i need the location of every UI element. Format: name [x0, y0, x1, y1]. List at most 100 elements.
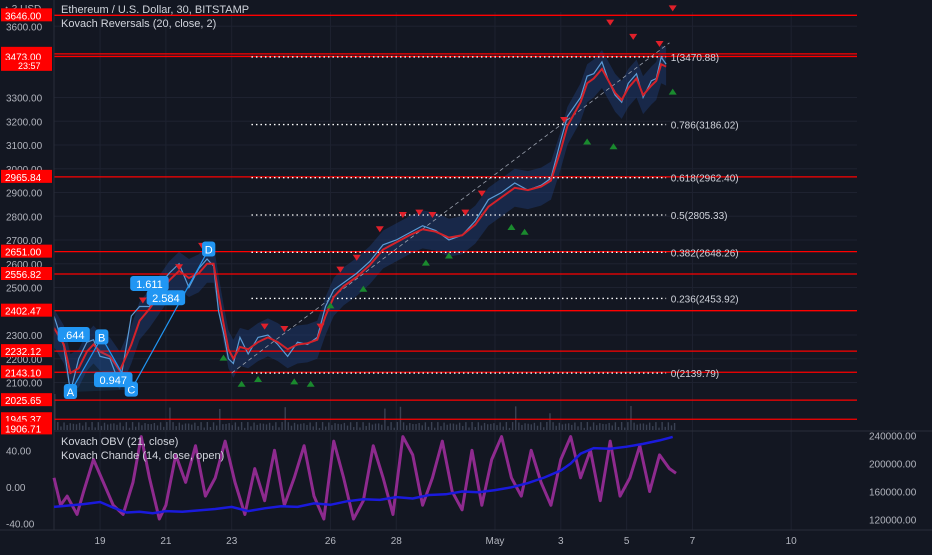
obv-tick-label: 200000.00 [869, 460, 917, 471]
volume-bar [437, 422, 439, 430]
volume-bar [144, 423, 146, 430]
volume-bar [589, 426, 592, 430]
volume-bar [82, 425, 84, 430]
volume-bar [287, 422, 290, 430]
volume-bar [390, 422, 392, 430]
buy-marker [326, 302, 335, 309]
volume-bar [147, 423, 149, 430]
volume-bar [125, 422, 128, 430]
volume-bar [69, 423, 71, 430]
volume-bar [106, 424, 109, 430]
obv-tick-label: 160000.00 [869, 488, 917, 499]
price-level-badge [1, 49, 52, 63]
volume-bar [138, 422, 140, 430]
wave-label: A [67, 387, 75, 399]
volume-bar [166, 422, 168, 430]
volume-bar [418, 423, 420, 430]
volume-bar [72, 423, 75, 430]
volume-bar [620, 422, 623, 430]
volume-bar [256, 424, 258, 430]
volume-bar [661, 422, 663, 430]
volume-bar [91, 422, 93, 430]
volume-bar [128, 427, 131, 430]
volume-bar [605, 424, 607, 430]
volume-bar [449, 423, 452, 430]
wave-label: C [127, 385, 135, 397]
volume-bar [122, 426, 124, 430]
volume-bar [486, 424, 489, 430]
wave-label: 0.947 [99, 375, 127, 387]
volume-bar [465, 422, 467, 430]
volume-bar [228, 423, 230, 430]
volume-bar [293, 422, 296, 430]
volume-bar [318, 427, 321, 430]
volume-bar [636, 424, 638, 430]
volume-bar [499, 422, 501, 430]
price-level-badge [1, 344, 52, 358]
volume-bar [178, 422, 180, 430]
sell-marker [606, 19, 615, 26]
sell-marker [461, 209, 470, 216]
volume-bar [100, 425, 103, 430]
volume-bar [571, 424, 573, 430]
volume-bar [533, 422, 536, 430]
fib-trend-line [231, 42, 670, 374]
fib-level-label: 0.236(2453.92) [671, 294, 739, 305]
volume-bar [521, 424, 523, 430]
volume-bar [94, 427, 96, 430]
price-level-badge-label: 2965.84 [5, 173, 42, 184]
volume-bar [265, 424, 268, 430]
price-tick-label: 2700.00 [6, 236, 43, 247]
volume-bar [664, 426, 666, 430]
wave-label-box [93, 372, 133, 388]
sell-marker [415, 209, 424, 216]
volume-bar [343, 422, 346, 430]
wave-label: 2.584 [152, 293, 180, 305]
volume-bar [103, 422, 106, 430]
sell-marker [629, 33, 638, 40]
volume-bar [116, 424, 118, 430]
price-level-badge [1, 8, 52, 22]
volume-bar [353, 427, 355, 430]
volume-bar [443, 422, 445, 430]
volume-bar [611, 425, 613, 430]
volume-bar [159, 422, 162, 430]
volume-bar [511, 422, 514, 430]
volume-bar [630, 405, 632, 430]
volume-bar [85, 422, 87, 430]
sell-marker [175, 264, 184, 271]
volume-bar [237, 426, 240, 430]
buy-marker [507, 224, 516, 230]
wave-label-box [63, 384, 78, 399]
volume-bar [57, 422, 59, 430]
volume-bar [402, 422, 405, 430]
buy-marker [237, 380, 246, 387]
volume-bar [231, 425, 233, 430]
price-level-badge [1, 393, 52, 407]
volume-bar [399, 406, 402, 430]
volume-bar [374, 423, 377, 430]
volume-bar [468, 427, 470, 430]
price-tick-label: 2500.00 [6, 284, 43, 295]
volume-bar [153, 422, 156, 430]
volume-bar [209, 426, 212, 430]
volume-bar [393, 427, 395, 430]
volume-bar [262, 423, 265, 430]
price-level-badge-label: 3473.00 [5, 52, 42, 63]
time-tick-label: 10 [786, 536, 798, 547]
volume-bar [184, 423, 187, 430]
buy-marker [668, 88, 677, 95]
price-level-badge-label: 1906.71 [5, 424, 42, 435]
time-tick-label: 19 [95, 536, 107, 547]
volume-bar [508, 427, 511, 430]
buy-marker [306, 380, 315, 387]
volume-bar [421, 425, 423, 430]
price-tick-label: 3100.00 [6, 141, 43, 152]
price-level-badge [1, 244, 52, 258]
volume-bar [567, 423, 570, 430]
volume-bar [543, 427, 545, 430]
wave-label-box [57, 327, 90, 342]
sell-marker [336, 266, 345, 273]
volume-bar [405, 425, 408, 430]
